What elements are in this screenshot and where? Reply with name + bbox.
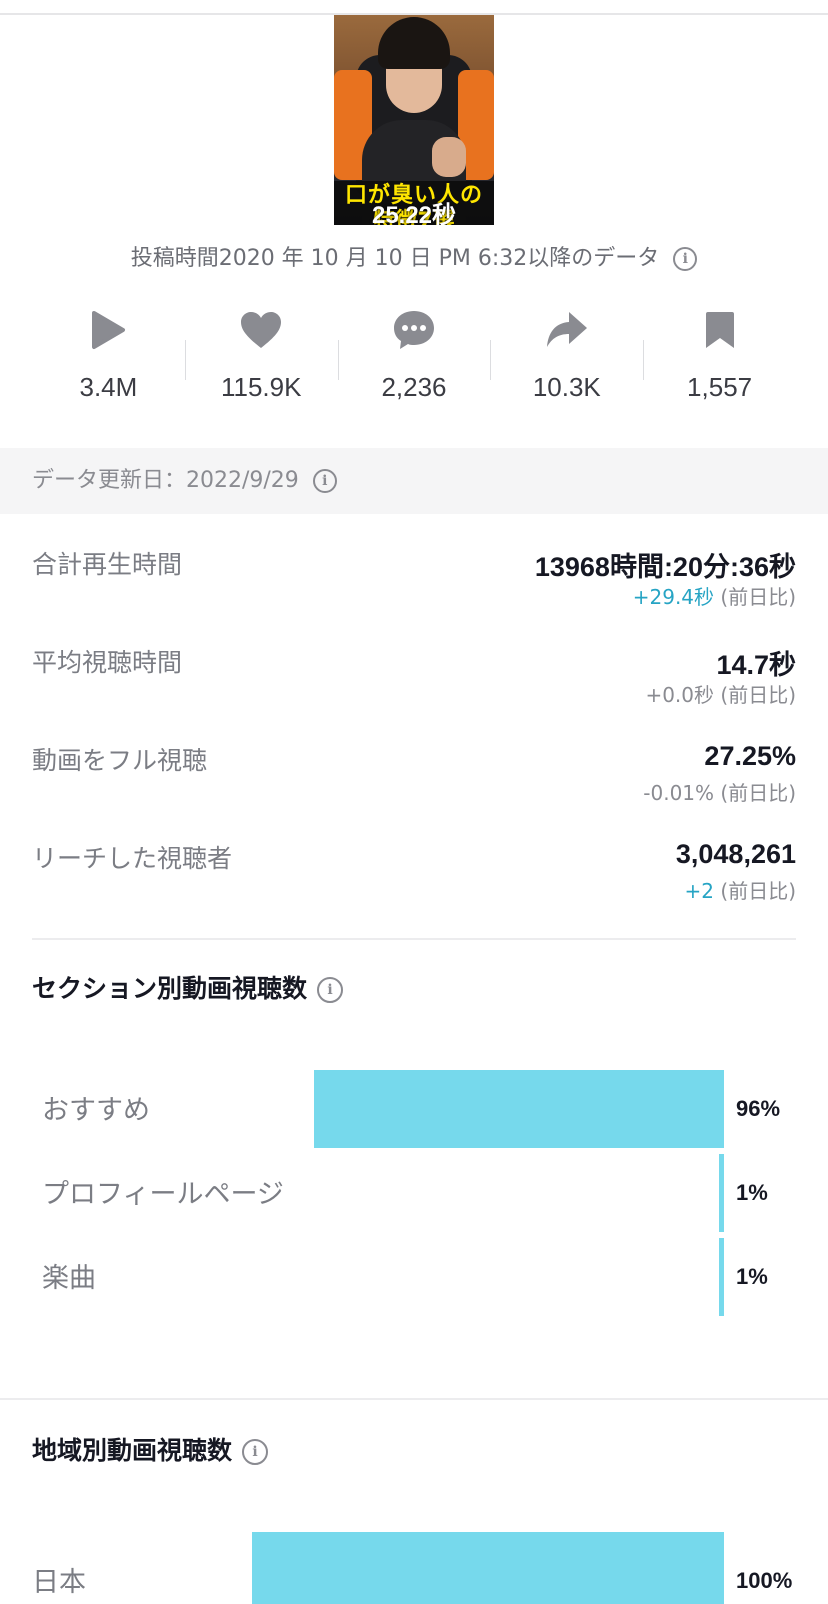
metric-total-watch-time: 合計再生時間 13968時間:20分:36秒 +29.4秒 (前日比) — [32, 545, 796, 637]
posted-time-text: 投稿時間2020 年 10 月 10 日 PM 6:32以降のデータ — [130, 246, 660, 271]
section-row-profile: プロフィールページ 1% — [0, 1154, 828, 1232]
info-icon[interactable]: i — [242, 1439, 269, 1465]
bar-label: プロフィールページ — [42, 1179, 284, 1210]
play-icon — [32, 300, 185, 360]
metric-delta: +29.4秒 (前日比) — [632, 585, 796, 609]
posted-time-row: 投稿時間2020 年 10 月 10 日 PM 6:32以降のデータ i — [0, 240, 828, 272]
thumbnail-caption-2: 特徴7選 — [373, 209, 455, 225]
share-icon — [490, 300, 643, 360]
section-views-title: セクション別動画視聴数 i — [32, 969, 344, 1005]
stat-value: 2,236 — [381, 372, 447, 402]
stat-likes: 115.9K — [184, 300, 338, 430]
metric-value: 27.25% — [704, 741, 796, 771]
section-divider — [0, 1398, 828, 1400]
update-date-text: データ更新日：2022/9/29 — [32, 468, 299, 493]
comment-icon — [338, 300, 491, 360]
stat-shares: 10.3K — [490, 300, 643, 430]
region-views-title: 地域別動画視聴数 i — [32, 1431, 269, 1467]
engagement-stats: 3.4M 115.9K 2,236 10.3K 1,557 — [32, 300, 796, 430]
info-icon[interactable]: i — [673, 247, 698, 271]
metric-delta: +0.0秒 (前日比) — [645, 683, 796, 707]
metric-full-watch: 動画をフル視聴 27.25% -0.01% (前日比) — [32, 741, 796, 833]
stat-value: 115.9K — [220, 372, 302, 402]
data-update-bar: データ更新日：2022/9/29 i — [0, 448, 828, 514]
stat-views: 3.4M — [32, 300, 185, 430]
metric-label: リーチした視聴者 — [32, 844, 233, 873]
top-divider — [0, 13, 828, 15]
video-duration: 25.22秒 — [371, 202, 457, 225]
bookmark-icon — [643, 300, 796, 360]
info-icon[interactable]: i — [317, 977, 344, 1003]
stat-saves: 1,557 — [643, 300, 796, 430]
stat-comments: 2,236 — [337, 300, 491, 430]
metric-label: 平均視聴時間 — [32, 648, 183, 677]
bar-label: 日本 — [32, 1567, 86, 1598]
metric-reached-viewers: リーチした視聴者 3,048,261 +2 (前日比) — [32, 839, 796, 931]
bar-percent: 100% — [736, 1568, 793, 1593]
region-row-japan: 日本 100% — [0, 1532, 828, 1604]
section-row-recommended: おすすめ 96% — [0, 1070, 828, 1148]
metric-value: 13968時間:20分:36秒 — [534, 552, 796, 582]
bar-percent: 1% — [736, 1264, 768, 1289]
metric-label: 動画をフル視聴 — [32, 746, 208, 775]
stat-value: 1,557 — [687, 372, 753, 402]
metric-value: 14.7秒 — [716, 650, 796, 680]
bar-percent: 1% — [736, 1180, 768, 1205]
metric-label: 合計再生時間 — [32, 550, 183, 579]
bar-fill — [719, 1154, 724, 1232]
thumbnail-caption: 口が臭い人の — [344, 183, 483, 208]
section-row-music: 楽曲 1% — [0, 1238, 828, 1316]
section-divider — [32, 938, 796, 940]
stat-value: 3.4M — [79, 372, 138, 402]
bar-label: おすすめ — [42, 1095, 150, 1126]
bar-fill — [719, 1238, 724, 1316]
metric-delta: -0.01% (前日比) — [643, 781, 796, 805]
bar-label: 楽曲 — [42, 1263, 96, 1294]
metric-value: 3,048,261 — [675, 839, 796, 869]
bar-fill — [314, 1070, 724, 1148]
bar-fill — [252, 1532, 724, 1604]
heart-icon — [185, 300, 338, 360]
video-thumbnail[interactable]: 口が臭い人の 特徴7選 25.22秒 — [334, 15, 494, 225]
metric-average-watch-time: 平均視聴時間 14.7秒 +0.0秒 (前日比) — [32, 643, 796, 735]
bar-percent: 96% — [736, 1096, 781, 1121]
info-icon[interactable]: i — [312, 469, 337, 493]
stat-value: 10.3K — [532, 372, 601, 402]
metric-delta: +2 (前日比) — [684, 879, 796, 903]
